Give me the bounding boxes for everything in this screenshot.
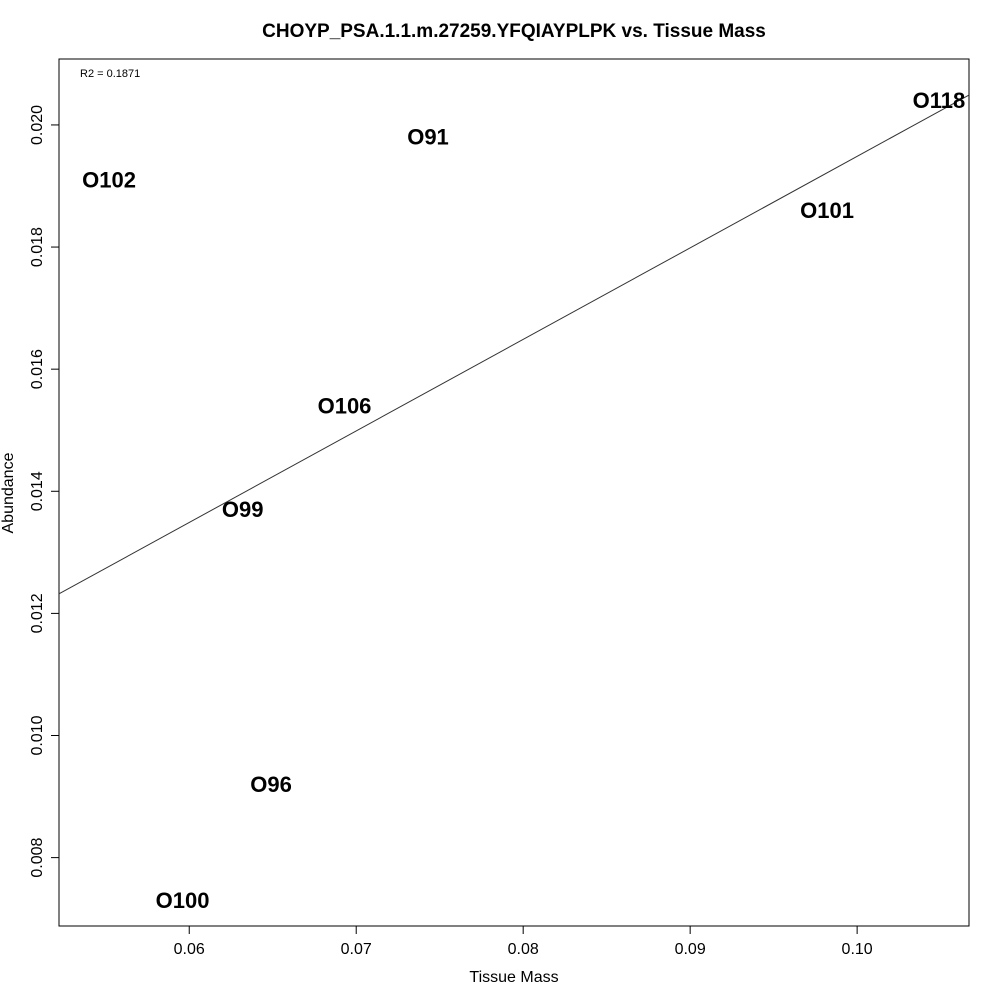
point-label-o106: O106 (318, 393, 372, 418)
point-label-o100: O100 (156, 888, 210, 913)
point-labels: O102 O91 O118 O101 O106 O99 O96 O100 (82, 88, 965, 913)
x-tick-label: 0.06 (174, 941, 205, 958)
y-tick-label: 0.018 (29, 227, 46, 267)
y-tick-label: 0.014 (29, 471, 46, 511)
chart-title: CHOYP_PSA.1.1.m.27259.YFQIAYPLPK vs. Tis… (262, 21, 766, 42)
point-label-o118: O118 (913, 88, 966, 113)
x-tick-label: 0.07 (341, 941, 372, 958)
y-tick-label: 0.016 (29, 349, 46, 389)
y-tick-label: 0.020 (29, 105, 46, 145)
regression-line-group (58, 94, 970, 595)
regression-line (58, 94, 970, 595)
x-tick-label: 0.10 (842, 941, 873, 958)
x-tick-label: 0.08 (508, 941, 539, 958)
y-axis: 0.008 0.010 0.012 0.014 0.016 0.018 0.020 (29, 105, 60, 878)
point-label-o102: O102 (82, 167, 136, 192)
point-label-o99: O99 (222, 497, 264, 522)
point-label-o96: O96 (250, 772, 292, 797)
point-label-o91: O91 (407, 125, 449, 150)
r-squared-annotation: R2 = 0.1871 (80, 68, 140, 80)
x-axis: 0.06 0.07 0.08 0.09 0.10 (174, 925, 873, 958)
x-tick-label: 0.09 (675, 941, 706, 958)
x-axis-label: Tissue Mass (469, 969, 558, 986)
plot-frame (58, 58, 970, 927)
y-axis-label: Abundance (0, 452, 17, 533)
y-tick-label: 0.010 (29, 715, 46, 755)
y-tick-label: 0.008 (29, 837, 46, 877)
point-label-o101: O101 (800, 198, 854, 223)
y-tick-label: 0.012 (29, 593, 46, 633)
